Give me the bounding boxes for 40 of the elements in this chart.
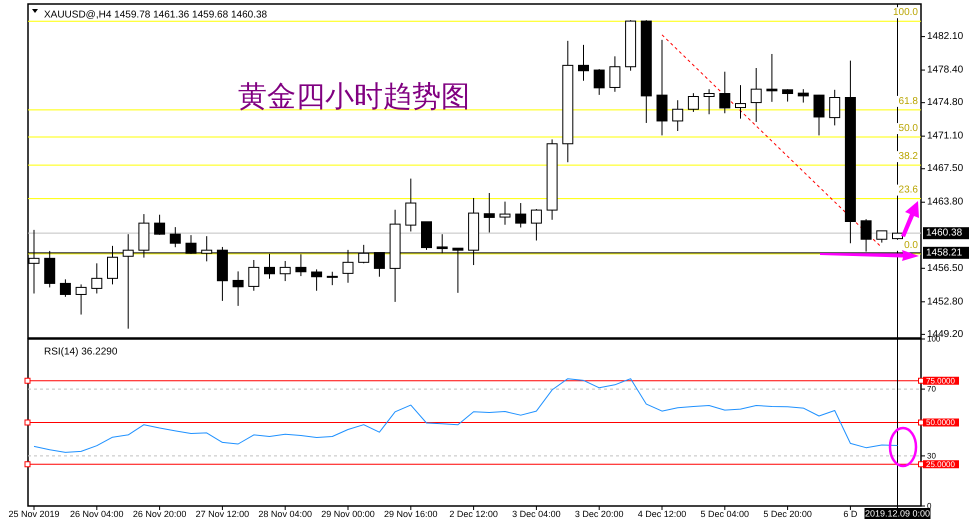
ref-line-label: 25.0000	[926, 460, 956, 469]
x-tick-label: 5 Dec 04:00	[700, 509, 750, 519]
y-tick-label: 1471.10	[927, 130, 964, 142]
annotation: 100.0	[892, 7, 918, 18]
y-tick-label: 1474.80	[927, 97, 964, 108]
x-tick-label: 26 Nov 04:00	[70, 509, 124, 519]
x-tick-label: 5 Dec 20:00	[763, 509, 812, 519]
x-tick-label: 4 Dec 12:00	[638, 509, 686, 519]
annotation: 黄金四小时趋势图	[238, 81, 470, 113]
x-tick-label: 2 Dec 12:00	[449, 509, 498, 519]
y-tick-label: 1467.50	[927, 163, 964, 174]
y-tick-label: 70	[927, 384, 936, 394]
x-tick-label: 26 Nov 20:00	[132, 509, 186, 519]
x-tick-label: 2019.12.09 0:00	[864, 508, 930, 518]
x-tick-label: 29 Nov 16:00	[384, 509, 438, 519]
annotation: 23.6	[898, 184, 918, 196]
text: XAUUSD@,H4 1459.78 1461.36 1459.68 1460.38	[44, 10, 268, 20]
ref-line-label: 75.0000	[926, 376, 956, 386]
x-tick-label: 3 Dec 04:00	[512, 509, 561, 519]
y-tick-label: 1482.10	[927, 31, 964, 42]
ref-line-label: 1458.21	[926, 247, 963, 258]
annotation: 61.8	[898, 96, 918, 107]
x-tick-label: 25 Nov 2019	[8, 509, 60, 519]
x-tick-label: 27 Nov 12:00	[196, 509, 250, 519]
annotation: 38.2	[898, 151, 918, 162]
y-tick-label: 30	[927, 451, 936, 460]
ref-line-label: 50.0000	[926, 418, 956, 427]
y-tick-label: 100	[927, 334, 941, 344]
text: RSI(14) 36.2290	[44, 346, 118, 358]
y-tick-label: 1463.80	[927, 196, 964, 208]
x-tick-label: 3 Dec 20:00	[574, 509, 624, 519]
y-tick-label: 1452.80	[927, 296, 964, 308]
y-tick-label: 1456.50	[927, 262, 964, 274]
annotation: 50.0	[898, 123, 918, 134]
ref-line-label: 1460.38	[926, 228, 963, 239]
x-tick-label: 28 Nov 04:00	[258, 509, 312, 519]
x-tick-label: 29 Nov 00:00	[321, 509, 375, 519]
annotation: 0.0	[904, 240, 918, 251]
y-tick-label: 1478.40	[927, 64, 964, 76]
x-tick-label: 6 D	[843, 509, 858, 519]
